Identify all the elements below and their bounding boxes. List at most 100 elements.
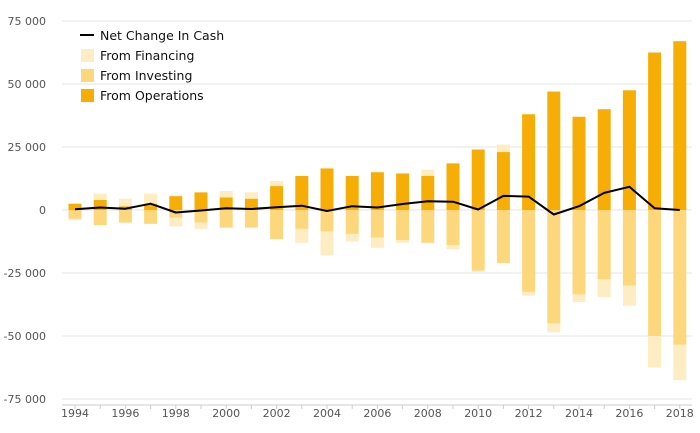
bar-from-investing bbox=[648, 210, 662, 336]
bar-from-investing bbox=[572, 210, 586, 295]
bar-from-financing bbox=[194, 222, 208, 229]
bar-from-operations bbox=[572, 116, 586, 210]
bar-from-financing bbox=[93, 193, 107, 200]
bar-from-investing bbox=[496, 210, 510, 263]
legend-label-investing: From Investing bbox=[100, 68, 192, 83]
x-tick-label: 1994 bbox=[61, 407, 89, 420]
bar-from-financing bbox=[370, 237, 384, 248]
bar-from-operations bbox=[673, 41, 687, 210]
bar-from-operations bbox=[396, 173, 410, 210]
x-tick-label: 2008 bbox=[414, 407, 442, 420]
bar-from-investing bbox=[622, 210, 636, 286]
bar-from-operations bbox=[421, 175, 435, 210]
legend-swatch-operations bbox=[81, 89, 94, 102]
bar-from-operations bbox=[622, 90, 636, 210]
bar-from-operations bbox=[547, 91, 561, 210]
bar-from-investing bbox=[396, 210, 410, 241]
bar-from-financing bbox=[522, 291, 536, 296]
bar-from-financing bbox=[471, 270, 485, 272]
bar-from-investing bbox=[68, 210, 82, 219]
bar-from-financing bbox=[270, 181, 284, 187]
bar-from-investing bbox=[118, 210, 132, 223]
bar-from-operations bbox=[471, 149, 485, 210]
legend-swatch-investing bbox=[81, 69, 94, 82]
legend: Net Change In Cash From Financing From I… bbox=[80, 28, 224, 103]
bar-from-investing bbox=[194, 210, 208, 223]
bar-from-investing bbox=[471, 210, 485, 271]
bar-from-financing bbox=[597, 279, 611, 297]
bar-from-operations bbox=[219, 197, 233, 210]
x-tick-label: 2018 bbox=[666, 407, 694, 420]
bar-from-investing bbox=[244, 210, 258, 228]
y-tick-label: 50 000 bbox=[8, 78, 47, 91]
bar-from-financing bbox=[396, 240, 410, 243]
bar-from-financing bbox=[144, 193, 158, 204]
bar-from-investing bbox=[219, 210, 233, 228]
bar-from-financing bbox=[169, 217, 183, 227]
bar-from-investing bbox=[295, 210, 309, 229]
bar-from-operations bbox=[446, 163, 460, 210]
x-tick-label: 2012 bbox=[515, 407, 543, 420]
bar-from-investing bbox=[93, 210, 107, 226]
x-tick-label: 2002 bbox=[263, 407, 291, 420]
bar-from-operations bbox=[93, 199, 107, 210]
bar-from-financing bbox=[673, 344, 687, 381]
bar-from-investing bbox=[345, 210, 359, 234]
bar-from-operations bbox=[270, 186, 284, 210]
legend-label-operations: From Operations bbox=[100, 88, 204, 103]
bar-from-investing bbox=[547, 210, 561, 324]
bar-from-investing bbox=[446, 210, 460, 246]
bar-from-operations bbox=[345, 175, 359, 210]
net-change-line bbox=[74, 185, 680, 216]
bar-from-operations bbox=[169, 196, 183, 210]
x-tick-label: 2006 bbox=[363, 407, 391, 420]
bar-from-operations bbox=[597, 109, 611, 210]
legend-label-financing: From Financing bbox=[100, 48, 194, 63]
bar-from-investing bbox=[673, 210, 687, 345]
y-axis-tick-labels: 75 000 50 000 25 000 0 -25 000 -50 000 -75 000 bbox=[4, 15, 46, 406]
bar-from-investing bbox=[169, 210, 183, 218]
bar-from-operations bbox=[496, 152, 510, 210]
x-tick-label: 1998 bbox=[162, 407, 190, 420]
bar-from-investing bbox=[144, 210, 158, 224]
bars bbox=[68, 41, 687, 381]
bar-from-investing bbox=[270, 210, 284, 239]
bar-from-investing bbox=[370, 210, 384, 238]
bar-from-financing bbox=[68, 218, 82, 221]
x-tick-label: 2016 bbox=[615, 407, 643, 420]
net-change-line-layer bbox=[74, 185, 680, 216]
y-tick-label: 0 bbox=[39, 204, 46, 217]
bar-from-investing bbox=[421, 210, 435, 243]
bar-from-financing bbox=[622, 285, 636, 306]
y-tick-label: -75 000 bbox=[4, 393, 46, 406]
bar-from-financing bbox=[219, 191, 233, 198]
y-tick-label: 75 000 bbox=[8, 15, 47, 28]
x-axis: 1994 1996 1998 2000 2002 2004 2006 2008 2010 2012… bbox=[61, 404, 694, 420]
legend-swatch-financing bbox=[81, 49, 94, 62]
bar-from-operations bbox=[522, 114, 536, 210]
bar-from-investing bbox=[597, 210, 611, 280]
bar-from-operations bbox=[648, 52, 662, 210]
bar-from-financing bbox=[118, 198, 132, 207]
bar-from-financing bbox=[295, 228, 309, 243]
bar-from-financing bbox=[572, 294, 586, 302]
bar-from-financing bbox=[320, 231, 334, 256]
bar-from-operations bbox=[194, 192, 208, 210]
y-tick-label: -50 000 bbox=[4, 330, 46, 343]
x-tick-label: 1996 bbox=[111, 407, 139, 420]
y-tick-label: -25 000 bbox=[4, 267, 46, 280]
x-tick-label: 2000 bbox=[212, 407, 240, 420]
bar-from-operations bbox=[295, 175, 309, 210]
bar-from-financing bbox=[648, 336, 662, 368]
bar-from-financing bbox=[244, 192, 258, 199]
bar-from-operations bbox=[244, 198, 258, 210]
bar-from-financing bbox=[421, 169, 435, 176]
bar-from-operations bbox=[370, 172, 384, 210]
x-tick-label: 2014 bbox=[565, 407, 593, 420]
bar-from-investing bbox=[522, 210, 536, 292]
bar-from-investing bbox=[320, 210, 334, 232]
bar-from-financing bbox=[345, 233, 359, 242]
x-tick-label: 2004 bbox=[313, 407, 341, 420]
bar-from-operations bbox=[144, 203, 158, 210]
